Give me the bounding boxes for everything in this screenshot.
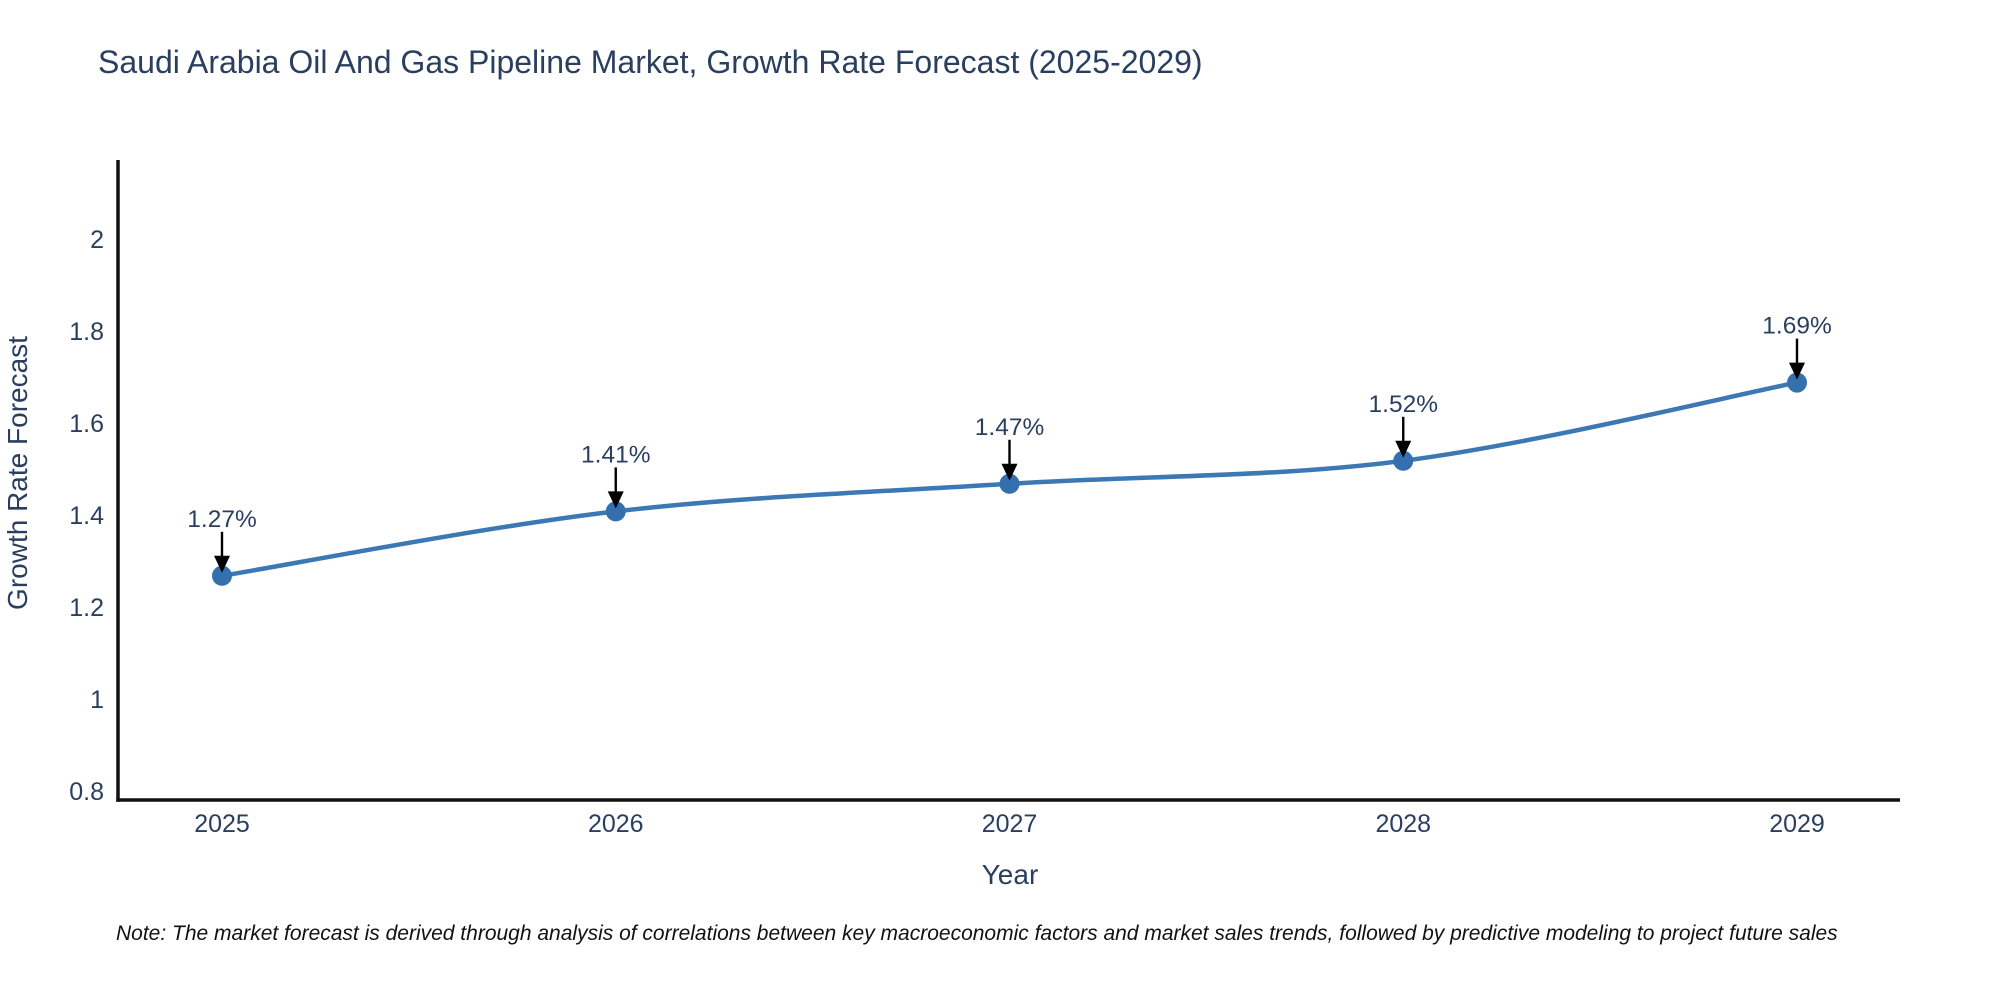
data-point-annotation: 1.41% [581, 441, 650, 468]
y-axis-tick-label: 1.2 [69, 594, 104, 622]
footnote-text: Note: The market forecast is derived thr… [116, 922, 1838, 945]
data-point-annotation: 1.27% [187, 506, 256, 533]
y-axis-tick-label: 2 [90, 226, 104, 254]
data-point-marker [212, 565, 232, 586]
x-axis-tick-label: 2028 [1375, 810, 1431, 838]
y-axis-tick-label: 0.8 [69, 778, 104, 806]
annotation-arrow-head [1395, 440, 1412, 458]
y-axis-tick-label: 1 [90, 686, 104, 714]
y-axis-tick-label: 1.6 [69, 410, 104, 438]
x-axis-tick-label: 2027 [982, 810, 1038, 838]
annotation-arrow-head [1001, 463, 1018, 481]
data-point-marker [999, 473, 1020, 494]
x-axis-tick-label: 2029 [1769, 810, 1825, 838]
data-point-marker [605, 501, 626, 522]
annotation-arrow-head [1789, 362, 1805, 380]
annotation-arrow-head [607, 491, 624, 509]
data-point-marker [1787, 372, 1807, 393]
y-axis-title: Growth Rate Forecast [2, 336, 33, 610]
y-axis-tick-label: 1.4 [69, 502, 104, 530]
annotation-arrow-head [214, 555, 230, 573]
data-point-annotation: 1.47% [975, 414, 1044, 441]
y-axis-tick-label: 1.8 [69, 318, 104, 346]
x-axis-tick-label: 2026 [588, 810, 644, 838]
data-point-marker [1393, 450, 1414, 471]
chart-title: Saudi Arabia Oil And Gas Pipeline Market… [98, 44, 1203, 80]
x-axis-title: Year [982, 859, 1039, 890]
x-axis-tick-label: 2025 [194, 810, 250, 838]
data-point-annotation: 1.69% [1762, 313, 1831, 340]
data-point-annotation: 1.52% [1369, 391, 1438, 418]
